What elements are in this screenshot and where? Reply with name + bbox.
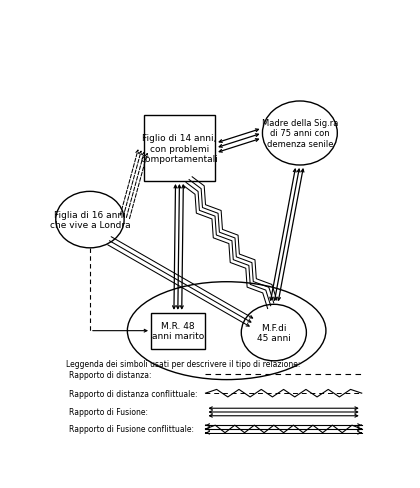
Text: Rapporto di Fusione:: Rapporto di Fusione: bbox=[69, 407, 148, 417]
Ellipse shape bbox=[56, 192, 124, 248]
Text: M.F.di
45 anni: M.F.di 45 anni bbox=[257, 323, 291, 343]
Text: Rapporto di Fusione conflittuale:: Rapporto di Fusione conflittuale: bbox=[69, 425, 194, 433]
Text: Figlia di 16 anni
che vive a Londra: Figlia di 16 anni che vive a Londra bbox=[50, 210, 130, 230]
Text: Figlio di 14 anni,
con problemi
comportamentali: Figlio di 14 anni, con problemi comporta… bbox=[141, 134, 218, 163]
Text: Madre della Sig.ra
di 75 anni con
demenza senile: Madre della Sig.ra di 75 anni con demenz… bbox=[262, 119, 338, 148]
FancyBboxPatch shape bbox=[144, 116, 215, 182]
FancyBboxPatch shape bbox=[151, 313, 205, 349]
Text: Rapporto di distanza:: Rapporto di distanza: bbox=[69, 370, 151, 379]
Ellipse shape bbox=[241, 305, 307, 361]
Ellipse shape bbox=[262, 102, 337, 165]
Text: Leggenda dei simboli usati per descrivere il tipo di relazione:: Leggenda dei simboli usati per descriver… bbox=[66, 359, 300, 368]
Ellipse shape bbox=[127, 282, 326, 380]
Text: M.R. 48
anni marito: M.R. 48 anni marito bbox=[152, 321, 204, 341]
Text: Rapporto di distanza conflittuale:: Rapporto di distanza conflittuale: bbox=[69, 389, 197, 398]
